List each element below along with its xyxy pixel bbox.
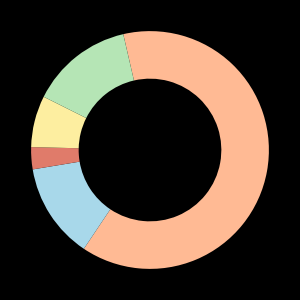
Wedge shape bbox=[31, 97, 86, 148]
Wedge shape bbox=[44, 34, 134, 118]
Wedge shape bbox=[31, 147, 80, 170]
Wedge shape bbox=[84, 31, 269, 269]
Wedge shape bbox=[33, 162, 110, 249]
